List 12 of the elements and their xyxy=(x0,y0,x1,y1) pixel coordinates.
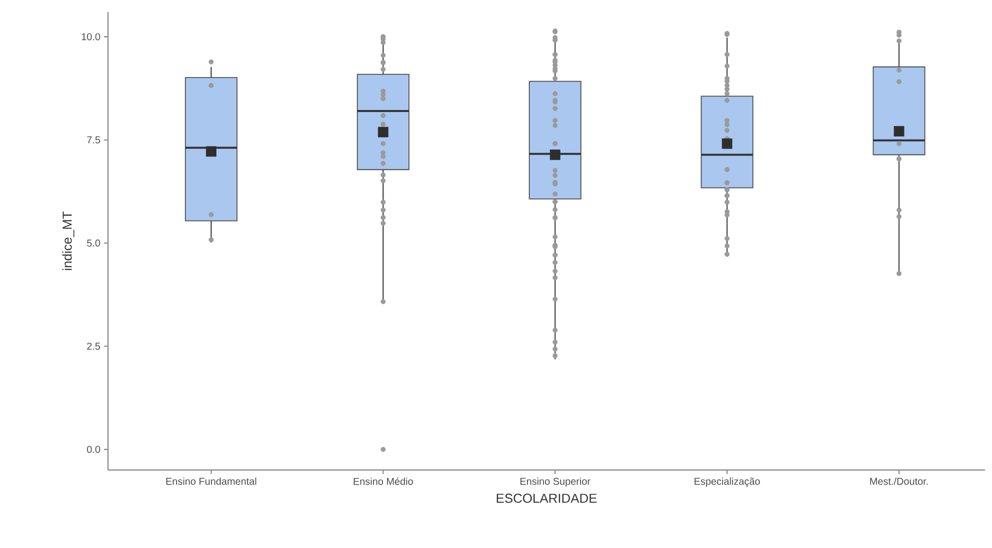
y-tick-label: 0.0 xyxy=(87,446,100,453)
y-tick-label: 7.5 xyxy=(87,136,100,144)
y-tick-label: 2.5 xyxy=(87,342,100,350)
x-tick-label: Ensino Médio xyxy=(354,478,413,485)
x-tick-label: Especialização xyxy=(694,478,760,487)
y-tick-label: 5.0 xyxy=(87,240,100,247)
y-tick-label: 10.0 xyxy=(82,33,100,40)
x-tick-label: Mest./Doutor. xyxy=(870,478,928,485)
y-axis-title: indice_MT xyxy=(62,211,74,270)
x-tick-label: Ensino Fundamental xyxy=(166,478,256,485)
x-axis-title: ESCOLARIDADE xyxy=(496,494,597,503)
x-tick-label: Ensino Superior xyxy=(520,478,590,487)
